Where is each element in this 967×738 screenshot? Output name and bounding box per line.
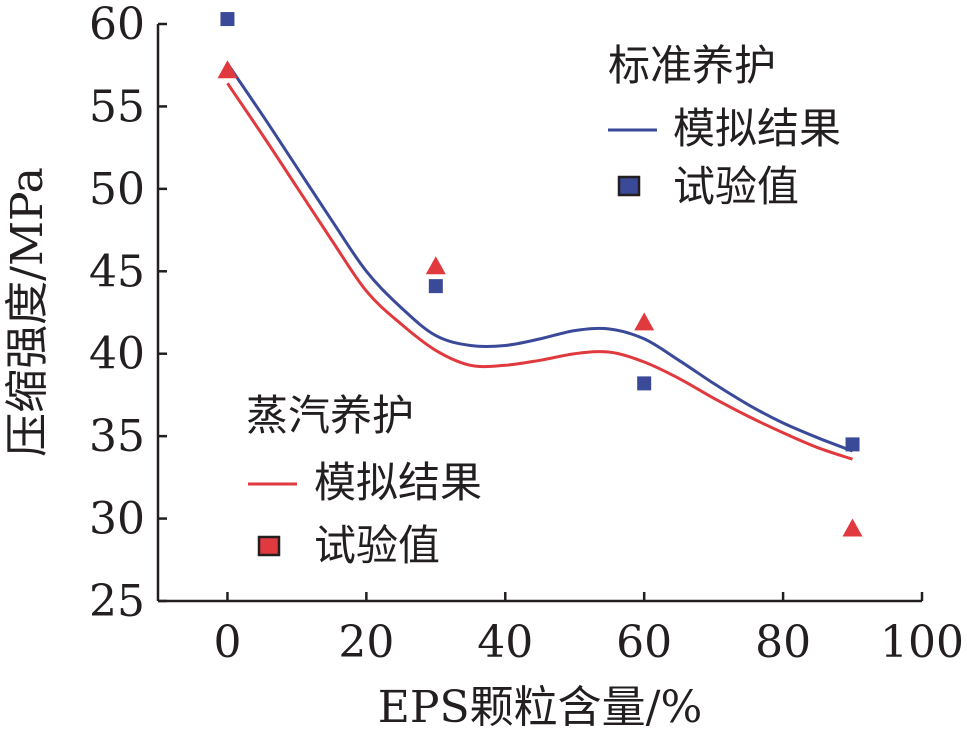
x-tick-label: 60 — [616, 617, 672, 668]
y-tick-label: 40 — [89, 329, 145, 380]
x-tick-label: 80 — [755, 617, 811, 668]
x-axis-title: EPS颗粒含量/% — [378, 682, 703, 733]
steam-test-point — [217, 60, 238, 79]
x-tick-label: 100 — [880, 617, 964, 668]
y-tick-label: 25 — [89, 576, 145, 627]
steam-test-point — [425, 256, 446, 275]
steam-test-point — [634, 312, 655, 331]
x-tick-label: 40 — [477, 617, 533, 668]
legend-standard-square-swatch — [617, 175, 641, 197]
legend-standard-title: 标准养护 — [608, 41, 776, 90]
x-tick-label: 20 — [338, 617, 394, 668]
y-tick-label: 35 — [89, 411, 145, 462]
legend-standard-curing: 标准养护 模拟结果 试验值 — [608, 41, 841, 211]
steam-test-point — [842, 518, 863, 537]
legend-steam-line-label: 模拟结果 — [314, 458, 482, 507]
axes — [156, 24, 922, 603]
y-tick-label: 55 — [89, 81, 145, 132]
standard-test-point — [845, 437, 860, 452]
legend-steam-square-swatch — [257, 535, 281, 557]
y-axis-title: 压缩强度/MPa — [2, 167, 53, 457]
y-tick-label: 45 — [89, 246, 145, 297]
series-layer — [217, 12, 863, 537]
standard-test-point — [428, 279, 443, 294]
y-tick-label: 50 — [89, 164, 145, 215]
standard-test-point — [637, 376, 652, 391]
y-ticks: 25 30 35 40 45 50 55 60 — [89, 0, 167, 627]
steam-simulation-curve — [226, 82, 853, 461]
standard-simulation-curve — [226, 62, 854, 453]
standard-test-point — [220, 12, 235, 27]
y-tick-label: 60 — [89, 0, 145, 50]
legend-steam-title: 蒸汽养护 — [246, 391, 414, 440]
legend-steam-marker-label: 试验值 — [314, 521, 440, 570]
legend-steam-curing: 蒸汽养护 模拟结果 试验值 — [246, 391, 482, 570]
x-ticks: 0 20 40 60 80 100 — [213, 592, 964, 668]
x-tick-label: 0 — [213, 617, 241, 668]
legend-standard-marker-label: 试验值 — [673, 162, 799, 211]
legend-standard-line-label: 模拟结果 — [673, 104, 841, 153]
y-tick-label: 30 — [89, 494, 145, 545]
